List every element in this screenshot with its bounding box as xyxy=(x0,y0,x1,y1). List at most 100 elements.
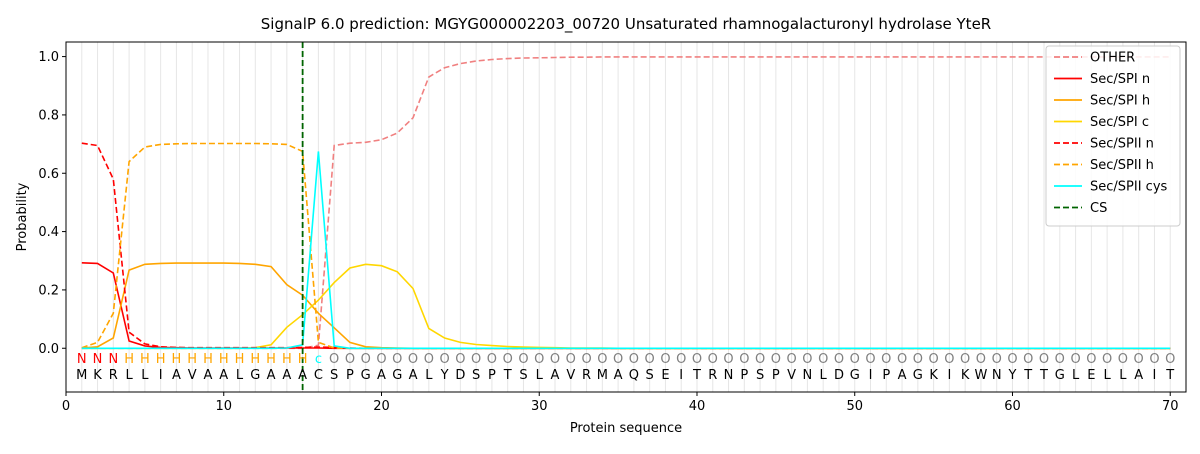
series-line-other xyxy=(81,56,1171,350)
region-label: O xyxy=(487,352,497,367)
sequence-residue: Q xyxy=(629,368,639,383)
sequence-residue: A xyxy=(219,368,228,383)
sequence-residue: L xyxy=(1119,368,1127,383)
sequence-residue: G xyxy=(1055,368,1065,383)
sequence-residue: T xyxy=(503,368,512,383)
sequence-residue: A xyxy=(267,368,276,383)
y-axis: 0.0 0.2 0.4 0.6 0.8 1.0 xyxy=(38,50,66,357)
region-label: O xyxy=(1118,352,1128,367)
legend-label: CS xyxy=(1090,201,1107,216)
region-label: O xyxy=(376,352,386,367)
region-label: O xyxy=(345,352,355,367)
sequence-residue: I xyxy=(159,368,163,383)
legend-label: Sec/SPI c xyxy=(1090,115,1149,130)
legend-label: OTHER xyxy=(1090,51,1135,66)
legend-label: Sec/SPII cys xyxy=(1090,180,1168,195)
sequence-residue: L xyxy=(141,368,149,383)
sequence-residue: A xyxy=(409,368,418,383)
sequence-residue: E xyxy=(1087,368,1095,383)
region-label: H xyxy=(172,352,182,367)
series-line-sec-spii-n xyxy=(81,142,1171,350)
sequence-residue: G xyxy=(913,368,923,383)
region-label: O xyxy=(550,352,560,367)
sequence-residue: L xyxy=(425,368,433,383)
sequence-residue: L xyxy=(1104,368,1112,383)
sequence-residue: R xyxy=(582,368,591,383)
series-lines xyxy=(81,56,1171,350)
sequence-residue: A xyxy=(551,368,560,383)
region-label: O xyxy=(818,352,828,367)
sequence-residue: V xyxy=(566,368,575,383)
region-label: O xyxy=(471,352,481,367)
sequence-residue: G xyxy=(392,368,402,383)
region-label: H xyxy=(124,352,134,367)
region-label: N xyxy=(108,352,118,367)
sequence-residue: R xyxy=(708,368,717,383)
sequence-residue: L xyxy=(1072,368,1080,383)
region-label: O xyxy=(787,352,797,367)
region-label: O xyxy=(1149,352,1159,367)
region-label: O xyxy=(392,352,402,367)
region-label: O xyxy=(503,352,513,367)
sequence-residue: K xyxy=(929,368,938,383)
region-label: O xyxy=(834,352,844,367)
region-label: N xyxy=(77,352,87,367)
region-label: O xyxy=(455,352,465,367)
sequence-residue: I xyxy=(1153,368,1157,383)
legend-label: Sec/SPII h xyxy=(1090,158,1154,173)
x-tick-label: 40 xyxy=(689,399,706,414)
region-label: O xyxy=(660,352,670,367)
sequence-residue: L xyxy=(236,368,244,383)
sequence-residue: P xyxy=(740,368,748,383)
x-axis: 0 10 20 30 40 50 60 70 xyxy=(62,392,1178,414)
region-label: O xyxy=(802,352,812,367)
x-tick-label: 10 xyxy=(215,399,232,414)
region-label: O xyxy=(1023,352,1033,367)
region-label: c xyxy=(315,352,322,367)
region-label: O xyxy=(708,352,718,367)
sequence-residue: A xyxy=(172,368,181,383)
sequence-residue: P xyxy=(346,368,354,383)
region-label: O xyxy=(645,352,655,367)
legend: OTHER Sec/SPI n Sec/SPI h Sec/SPI c Sec/SPII… xyxy=(1045,45,1181,227)
region-label: H xyxy=(298,352,308,367)
sequence-residue: T xyxy=(1039,368,1048,383)
sequence-residue: P xyxy=(488,368,496,383)
sequence-residue: L xyxy=(820,368,828,383)
region-label: O xyxy=(518,352,528,367)
sequence-residue: A xyxy=(298,368,307,383)
sequence-residue: M xyxy=(597,368,608,383)
legend-box xyxy=(1045,45,1181,227)
region-label: O xyxy=(1007,352,1017,367)
sequence-residue: I xyxy=(869,368,873,383)
region-label: H xyxy=(266,352,276,367)
sequence-residue: V xyxy=(188,368,197,383)
region-label: O xyxy=(739,352,749,367)
sequence-residue: R xyxy=(109,368,118,383)
y-tick-label: 0.4 xyxy=(38,225,59,240)
sequence-residue: A xyxy=(282,368,291,383)
region-label: O xyxy=(992,352,1002,367)
x-tick-label: 60 xyxy=(1004,399,1021,414)
region-label: O xyxy=(424,352,434,367)
sequence-residue: I xyxy=(947,368,951,383)
region-label: O xyxy=(928,352,938,367)
sequence-residue: N xyxy=(803,368,813,383)
x-axis-label: Protein sequence xyxy=(570,421,682,436)
series-line-sec-spi-n xyxy=(81,262,1171,350)
sequence-residue: D xyxy=(455,368,465,383)
sequence-residue: A xyxy=(204,368,213,383)
region-label: H xyxy=(235,352,245,367)
sequence-residue: Y xyxy=(440,368,449,383)
region-label: H xyxy=(282,352,292,367)
region-label: O xyxy=(581,352,591,367)
x-tick-label: 20 xyxy=(373,399,390,414)
legend-label: Sec/SPI n xyxy=(1090,72,1150,87)
region-label: O xyxy=(755,352,765,367)
region-label: H xyxy=(187,352,197,367)
region-label: H xyxy=(250,352,260,367)
region-label: O xyxy=(408,352,418,367)
sequence-residue: S xyxy=(519,368,527,383)
